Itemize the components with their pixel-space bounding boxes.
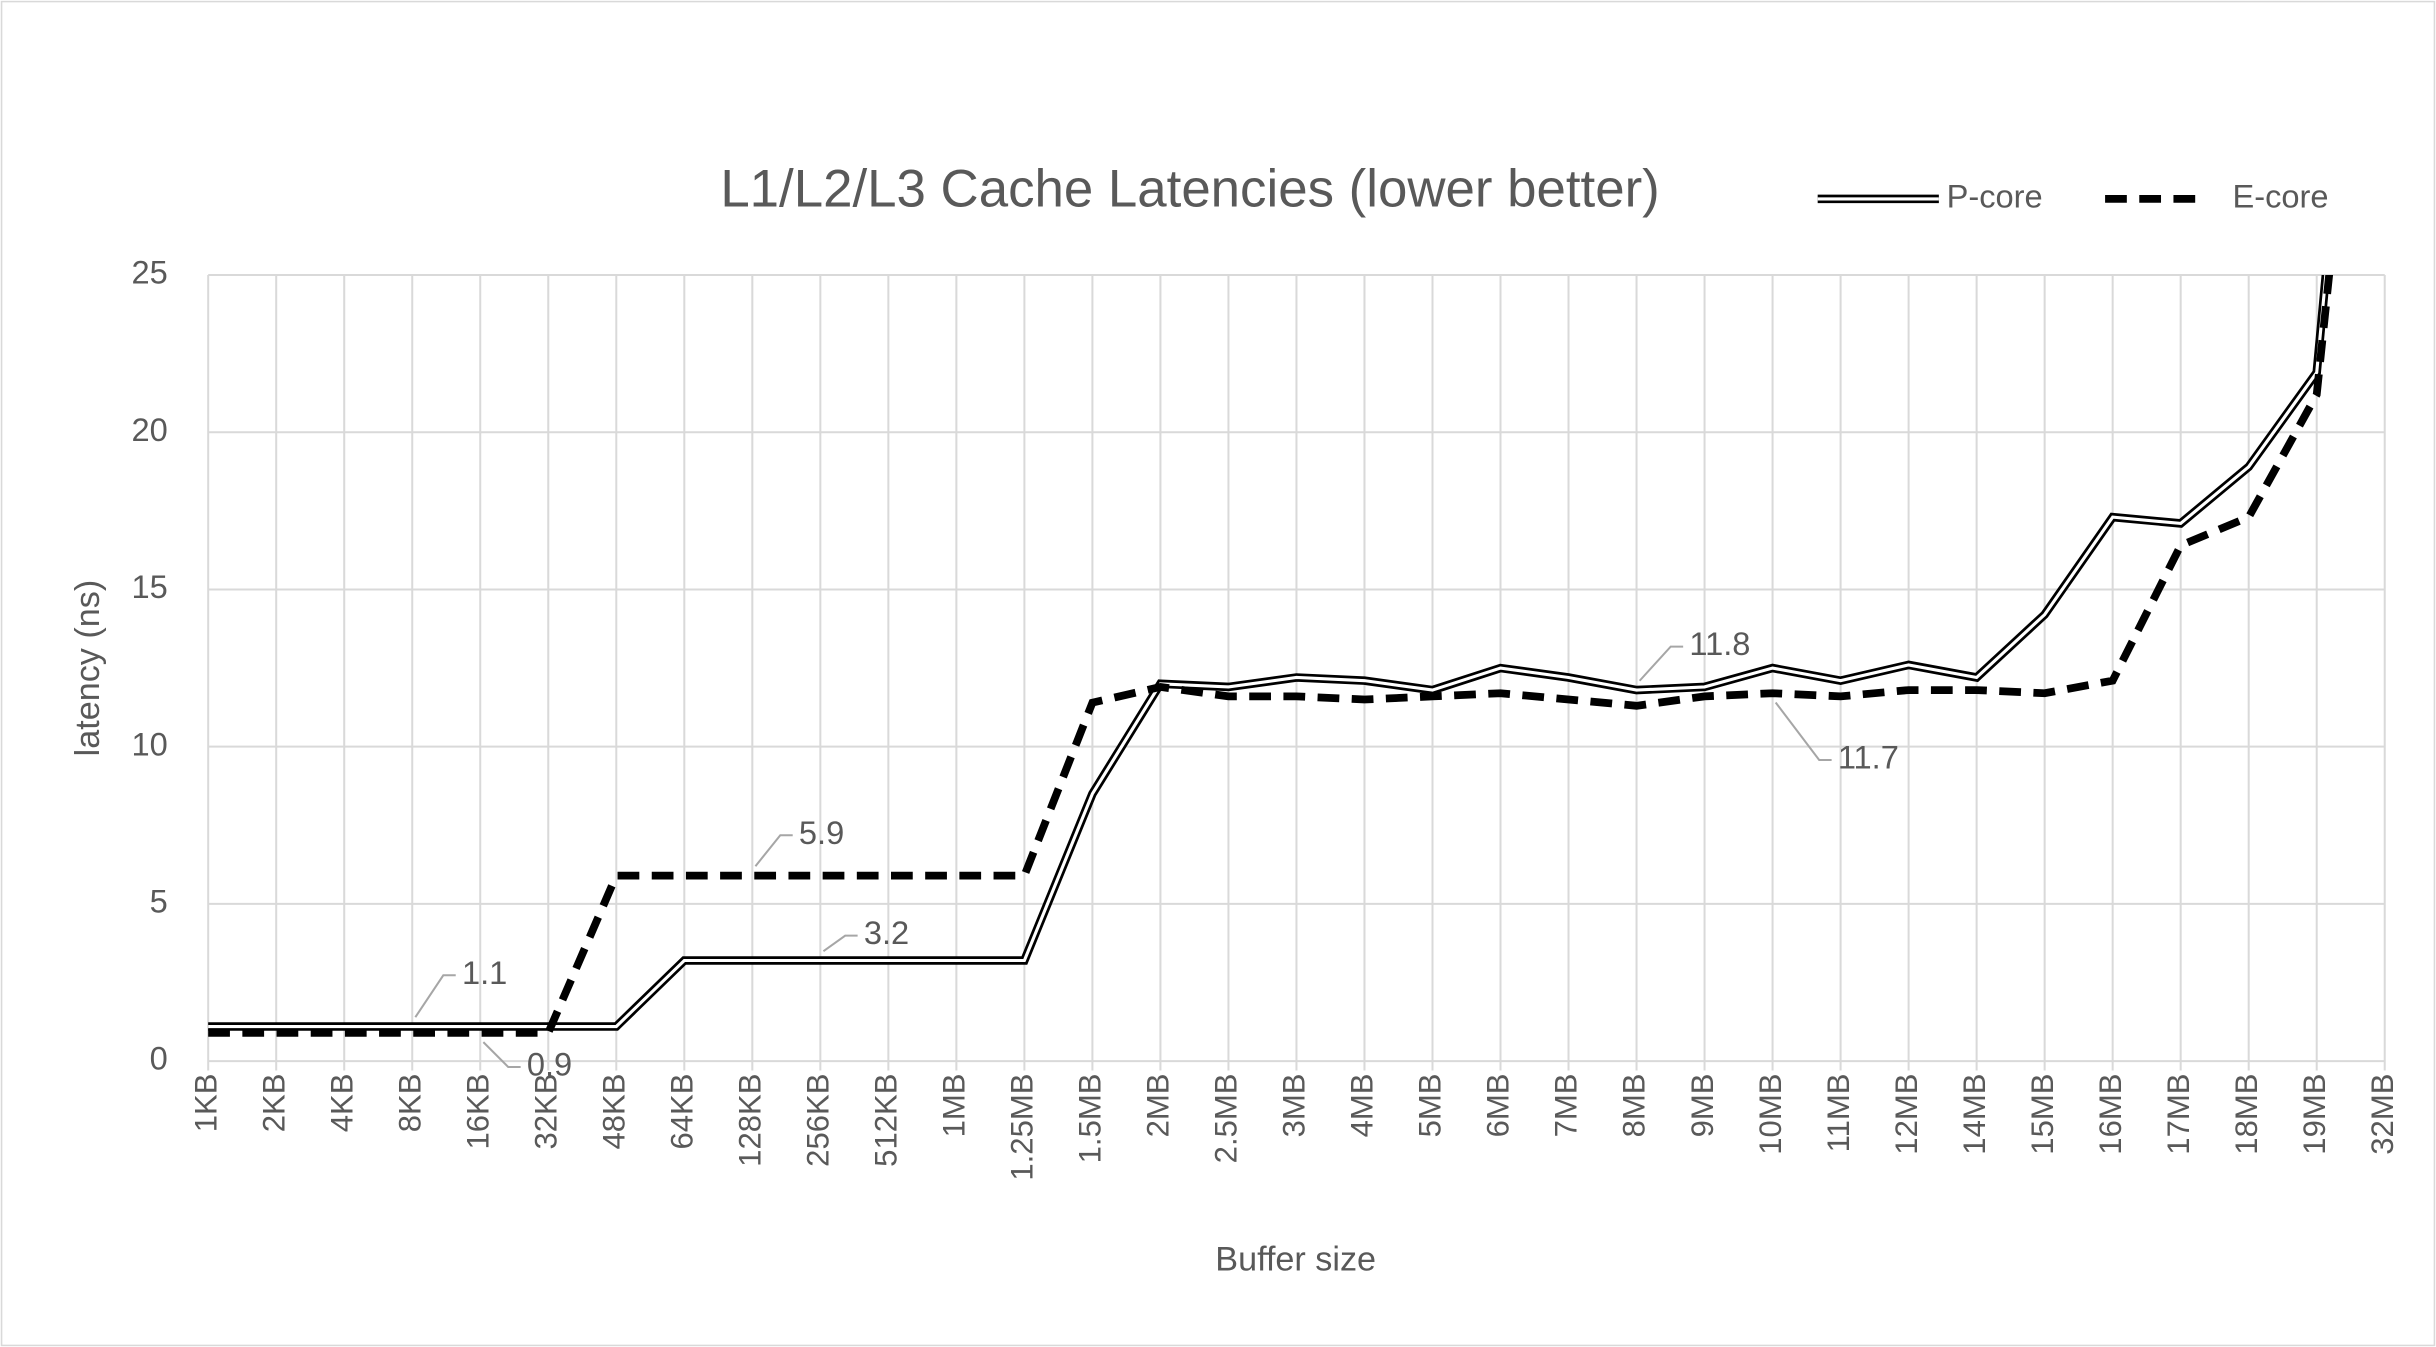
x-tick-label: 12MB xyxy=(1889,1074,1924,1155)
y-tick-label: 15 xyxy=(132,568,168,605)
x-tick-label: 8KB xyxy=(392,1074,427,1133)
x-tick-label: 3MB xyxy=(1277,1074,1312,1138)
y-tick-label: 0 xyxy=(150,1040,168,1077)
x-tick-label: 11MB xyxy=(1821,1074,1856,1153)
x-tick-label: 14MB xyxy=(1957,1074,1992,1155)
x-tick-label: 128KB xyxy=(733,1074,768,1167)
x-tick-label: 4MB xyxy=(1345,1074,1380,1138)
x-tick-label: 8MB xyxy=(1617,1074,1652,1138)
plot-lines xyxy=(208,275,2334,1037)
y-tick-label: 20 xyxy=(132,411,168,448)
x-tick-label: 32MB xyxy=(2365,1074,2400,1155)
data-label: 3.2 xyxy=(864,914,909,951)
x-tick-label: 2MB xyxy=(1141,1074,1176,1138)
leader-line xyxy=(1638,645,1684,682)
series-line xyxy=(208,275,2334,1037)
data-label: 5.9 xyxy=(799,814,844,851)
x-tick-label: 64KB xyxy=(665,1074,700,1150)
x-tick-label: 7MB xyxy=(1549,1074,1584,1138)
x-tick-label: 9MB xyxy=(1685,1074,1720,1138)
x-tick-label: 15MB xyxy=(2025,1074,2060,1155)
x-tick-label: 1.25MB xyxy=(1005,1074,1040,1181)
x-tick-label: 16MB xyxy=(2093,1074,2128,1155)
y-axis-title: latency (ns) xyxy=(69,580,107,757)
x-tick-label: 5MB xyxy=(1413,1074,1448,1138)
legend-label: P-core xyxy=(1947,177,2043,214)
leader-line xyxy=(482,1041,521,1069)
x-tick-label: 2KB xyxy=(256,1074,291,1133)
x-tick-label: 10MB xyxy=(1753,1074,1788,1155)
x-tick-label: 1.5MB xyxy=(1073,1074,1108,1164)
x-tick-label: 48KB xyxy=(596,1074,631,1150)
data-label: 1.1 xyxy=(462,954,507,991)
y-tick-label: 25 xyxy=(132,254,168,291)
y-tick-label: 10 xyxy=(132,725,168,762)
leader-line xyxy=(754,834,793,867)
data-label: 11.8 xyxy=(1689,625,1750,662)
chart-title: L1/L2/L3 Cache Latencies (lower better) xyxy=(720,160,1659,219)
x-axis-title: Buffer size xyxy=(1215,1241,1376,1279)
x-tick-label: 32KB xyxy=(528,1074,563,1150)
x-tick-label: 1MB xyxy=(937,1074,972,1138)
x-tick-label: 512KB xyxy=(869,1074,904,1167)
x-tick-label: 19MB xyxy=(2297,1074,2332,1155)
legend-label: E-core xyxy=(2232,177,2328,214)
x-tick-label: 2.5MB xyxy=(1209,1074,1244,1164)
data-label: 0.9 xyxy=(527,1046,572,1083)
x-tick-label: 18MB xyxy=(2229,1074,2264,1155)
x-tick-label: 16KB xyxy=(460,1074,495,1150)
leader-line xyxy=(1774,701,1832,762)
x-tick-label: 6MB xyxy=(1481,1074,1516,1138)
x-tick-label: 1KB xyxy=(188,1074,223,1133)
leader-line xyxy=(822,934,858,952)
series-line-inner xyxy=(208,275,2328,1029)
leader-line xyxy=(414,974,456,1018)
data-label: 11.7 xyxy=(1838,739,1899,776)
x-tick-label: 256KB xyxy=(801,1074,836,1167)
x-tick-label: 4KB xyxy=(324,1074,359,1133)
y-tick-label: 5 xyxy=(150,883,168,920)
x-tick-label: 17MB xyxy=(2161,1074,2196,1155)
